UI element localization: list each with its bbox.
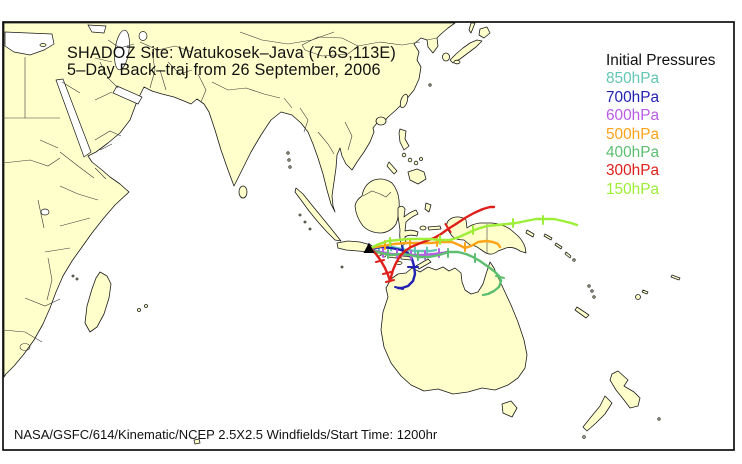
visayas-3	[419, 157, 423, 161]
christmas-island	[340, 265, 344, 269]
trajectory-150hPa	[369, 217, 579, 250]
okinawa	[428, 83, 432, 87]
map-frame	[2, 21, 735, 451]
hokkaido	[478, 26, 491, 39]
mediterranean-sea	[4, 31, 55, 56]
persian-gulf	[112, 85, 143, 105]
aral-sea	[138, 31, 148, 41]
shikoku	[453, 59, 461, 65]
mauritius	[144, 304, 148, 308]
madagascar	[84, 271, 112, 333]
hainan	[375, 116, 387, 126]
nz-south-island	[582, 395, 613, 432]
black-sea	[87, 24, 107, 34]
country-borders	[2, 31, 438, 351]
legend-item-850hPa: 850hPa	[606, 70, 660, 88]
borneo	[354, 178, 400, 234]
legend-item-600hPa: 600hPa	[606, 107, 660, 125]
lake-victoria	[40, 208, 50, 216]
seram	[427, 225, 442, 231]
solomon-2	[554, 242, 563, 250]
stewart-island	[582, 435, 586, 439]
source-note: NASA/GSFC/614/Kinematic/NCEP 2.5X2.5 Win…	[14, 427, 438, 442]
red-sea	[55, 78, 92, 158]
luzon	[398, 128, 410, 151]
plot-title: SHADOZ Site: Watukosek–Java (7.6S,113E) …	[67, 45, 396, 79]
legend-item-500hPa: 500hPa	[606, 125, 660, 143]
island-sliver-east	[670, 274, 681, 281]
trajectory-tick-400hPa	[495, 275, 505, 279]
trajectories	[369, 205, 579, 297]
legend-item-700hPa: 700hPa	[606, 88, 660, 106]
sri-lanka	[238, 185, 248, 199]
solomon-3	[564, 251, 572, 259]
legend-item-400hPa: 400hPa	[606, 144, 660, 162]
trajectory-400hPa	[369, 248, 503, 297]
fiji-viti-levu	[635, 294, 641, 300]
kyushu	[442, 52, 450, 62]
visayas-2	[413, 160, 419, 166]
title-line-2: 5–Day Back–traj from 26 September, 2006	[67, 60, 381, 79]
islands	[71, 22, 681, 445]
trajectory-tick-300hPa	[385, 279, 395, 283]
palawan	[386, 161, 398, 175]
solomon-1	[543, 233, 553, 241]
mindoro	[401, 152, 407, 158]
vanuatu-1	[587, 284, 591, 288]
cyprus	[39, 43, 47, 47]
sumatra	[294, 187, 342, 242]
taiwan	[399, 93, 409, 109]
site-marker-triangle	[363, 242, 375, 253]
trajectory-tick-300hPa	[375, 259, 385, 263]
reunion	[137, 308, 141, 312]
legend-header: Initial Pressures	[606, 52, 716, 69]
trajectory-tick-300hPa	[444, 223, 452, 233]
solomon-4	[572, 258, 576, 262]
vanuatu-3	[592, 295, 596, 299]
honshu	[449, 39, 483, 64]
halmahera	[424, 202, 432, 213]
new-britain	[525, 229, 535, 238]
borneo-border	[362, 190, 392, 198]
andaman-3	[288, 165, 292, 169]
comoros-2	[75, 277, 79, 281]
landmass-afro-eurasia	[3, 22, 456, 378]
kerguelen	[193, 438, 201, 445]
mentawai-3	[308, 227, 312, 231]
buru	[419, 225, 427, 231]
trajectory-700hPa	[369, 245, 417, 290]
sakhalin	[468, 22, 476, 34]
title-line-1: SHADOZ Site: Watukosek–Java (7.6S,113E)	[67, 44, 396, 62]
andaman-2	[287, 158, 291, 162]
legend-item-300hPa: 300hPa	[606, 162, 660, 180]
caspian-sea	[114, 29, 130, 71]
tasmania	[501, 400, 518, 418]
new-guinea	[446, 216, 527, 255]
mentawai-2	[303, 220, 307, 224]
visayas-1	[407, 157, 413, 163]
comoros-1	[71, 274, 75, 278]
australia	[380, 261, 528, 395]
legend-items: 850hPa 700hPa 600hPa 500hPa 400hPa 300hPa 150h…	[606, 70, 716, 199]
nz-north-island	[609, 370, 641, 409]
legend: Initial Pressures 850hPa 700hPa 600hPa 500h…	[606, 52, 716, 199]
site-marker	[363, 242, 375, 253]
fiji-vanua-levu	[641, 289, 649, 295]
trajectory-tick-300hPa	[382, 271, 392, 275]
mindanao	[407, 168, 427, 185]
mentawai-1	[298, 213, 302, 217]
landmasses	[3, 22, 456, 378]
trajectory-tick-700hPa	[394, 286, 404, 290]
trajectory-500hPa	[369, 239, 502, 250]
small-island-se	[657, 417, 661, 421]
andaman-1	[286, 151, 290, 155]
new-caledonia	[574, 306, 590, 319]
legend-item-150hPa: 150hPa	[606, 180, 660, 198]
vanuatu-2	[590, 289, 594, 293]
